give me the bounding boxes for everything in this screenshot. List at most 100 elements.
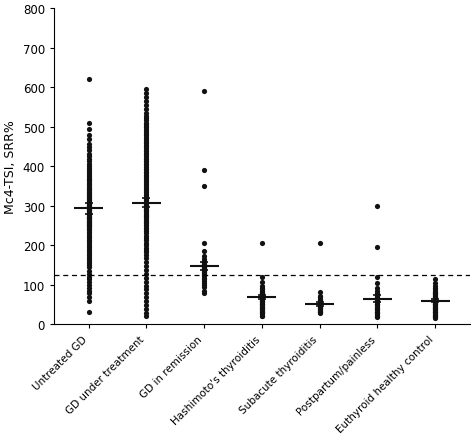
- Point: [316, 289, 323, 296]
- Point: [258, 305, 266, 312]
- Y-axis label: Mc4-TSI, SRR%: Mc4-TSI, SRR%: [4, 120, 17, 214]
- Point: [85, 214, 92, 221]
- Point: [258, 299, 266, 306]
- Point: [143, 271, 150, 278]
- Point: [201, 287, 208, 294]
- Point: [85, 219, 92, 226]
- Point: [143, 255, 150, 262]
- Point: [85, 230, 92, 237]
- Point: [85, 274, 92, 281]
- Point: [258, 302, 266, 309]
- Point: [85, 120, 92, 127]
- Point: [143, 279, 150, 286]
- Point: [143, 156, 150, 163]
- Point: [258, 297, 266, 304]
- Point: [85, 163, 92, 170]
- Point: [258, 294, 266, 301]
- Point: [143, 199, 150, 206]
- Point: [85, 195, 92, 202]
- Point: [85, 148, 92, 155]
- Point: [374, 309, 381, 316]
- Point: [143, 225, 150, 232]
- Point: [85, 235, 92, 242]
- Point: [431, 311, 439, 318]
- Point: [143, 183, 150, 190]
- Point: [258, 310, 266, 317]
- Point: [258, 295, 266, 302]
- Point: [85, 209, 92, 216]
- Point: [85, 167, 92, 174]
- Point: [374, 294, 381, 301]
- Point: [85, 212, 92, 219]
- Point: [201, 279, 208, 286]
- Point: [431, 305, 439, 312]
- Point: [85, 159, 92, 166]
- Point: [201, 261, 208, 268]
- Point: [85, 254, 92, 261]
- Point: [143, 136, 150, 143]
- Point: [85, 161, 92, 168]
- Point: [201, 269, 208, 276]
- Point: [258, 283, 266, 290]
- Point: [431, 297, 439, 304]
- Point: [143, 181, 150, 188]
- Point: [143, 164, 150, 171]
- Point: [258, 293, 266, 300]
- Point: [431, 311, 439, 318]
- Point: [431, 313, 439, 320]
- Point: [374, 295, 381, 302]
- Point: [316, 302, 323, 309]
- Point: [85, 232, 92, 239]
- Point: [85, 202, 92, 209]
- Point: [431, 300, 439, 307]
- Point: [85, 282, 92, 289]
- Point: [201, 260, 208, 267]
- Point: [431, 290, 439, 297]
- Point: [258, 240, 266, 247]
- Point: [431, 292, 439, 299]
- Point: [258, 289, 266, 296]
- Point: [258, 309, 266, 316]
- Point: [201, 256, 208, 263]
- Point: [85, 279, 92, 286]
- Point: [85, 215, 92, 222]
- Point: [201, 264, 208, 271]
- Point: [85, 210, 92, 217]
- Point: [85, 271, 92, 278]
- Point: [143, 117, 150, 124]
- Point: [201, 265, 208, 272]
- Point: [85, 242, 92, 249]
- Point: [143, 218, 150, 225]
- Point: [143, 86, 150, 93]
- Point: [316, 301, 323, 308]
- Point: [431, 296, 439, 303]
- Point: [143, 237, 150, 244]
- Point: [85, 203, 92, 210]
- Point: [316, 303, 323, 310]
- Point: [143, 125, 150, 132]
- Point: [316, 293, 323, 300]
- Point: [143, 202, 150, 209]
- Point: [316, 309, 323, 316]
- Point: [143, 213, 150, 220]
- Point: [143, 147, 150, 154]
- Point: [143, 263, 150, 270]
- Point: [143, 167, 150, 174]
- Point: [431, 294, 439, 301]
- Point: [85, 238, 92, 245]
- Point: [143, 240, 150, 247]
- Point: [201, 290, 208, 297]
- Point: [374, 244, 381, 251]
- Point: [85, 197, 92, 204]
- Point: [143, 216, 150, 223]
- Point: [143, 201, 150, 208]
- Point: [85, 208, 92, 215]
- Point: [316, 307, 323, 314]
- Point: [316, 308, 323, 315]
- Point: [85, 223, 92, 230]
- Point: [258, 279, 266, 286]
- Point: [201, 183, 208, 190]
- Point: [143, 205, 150, 212]
- Point: [258, 304, 266, 311]
- Point: [258, 296, 266, 303]
